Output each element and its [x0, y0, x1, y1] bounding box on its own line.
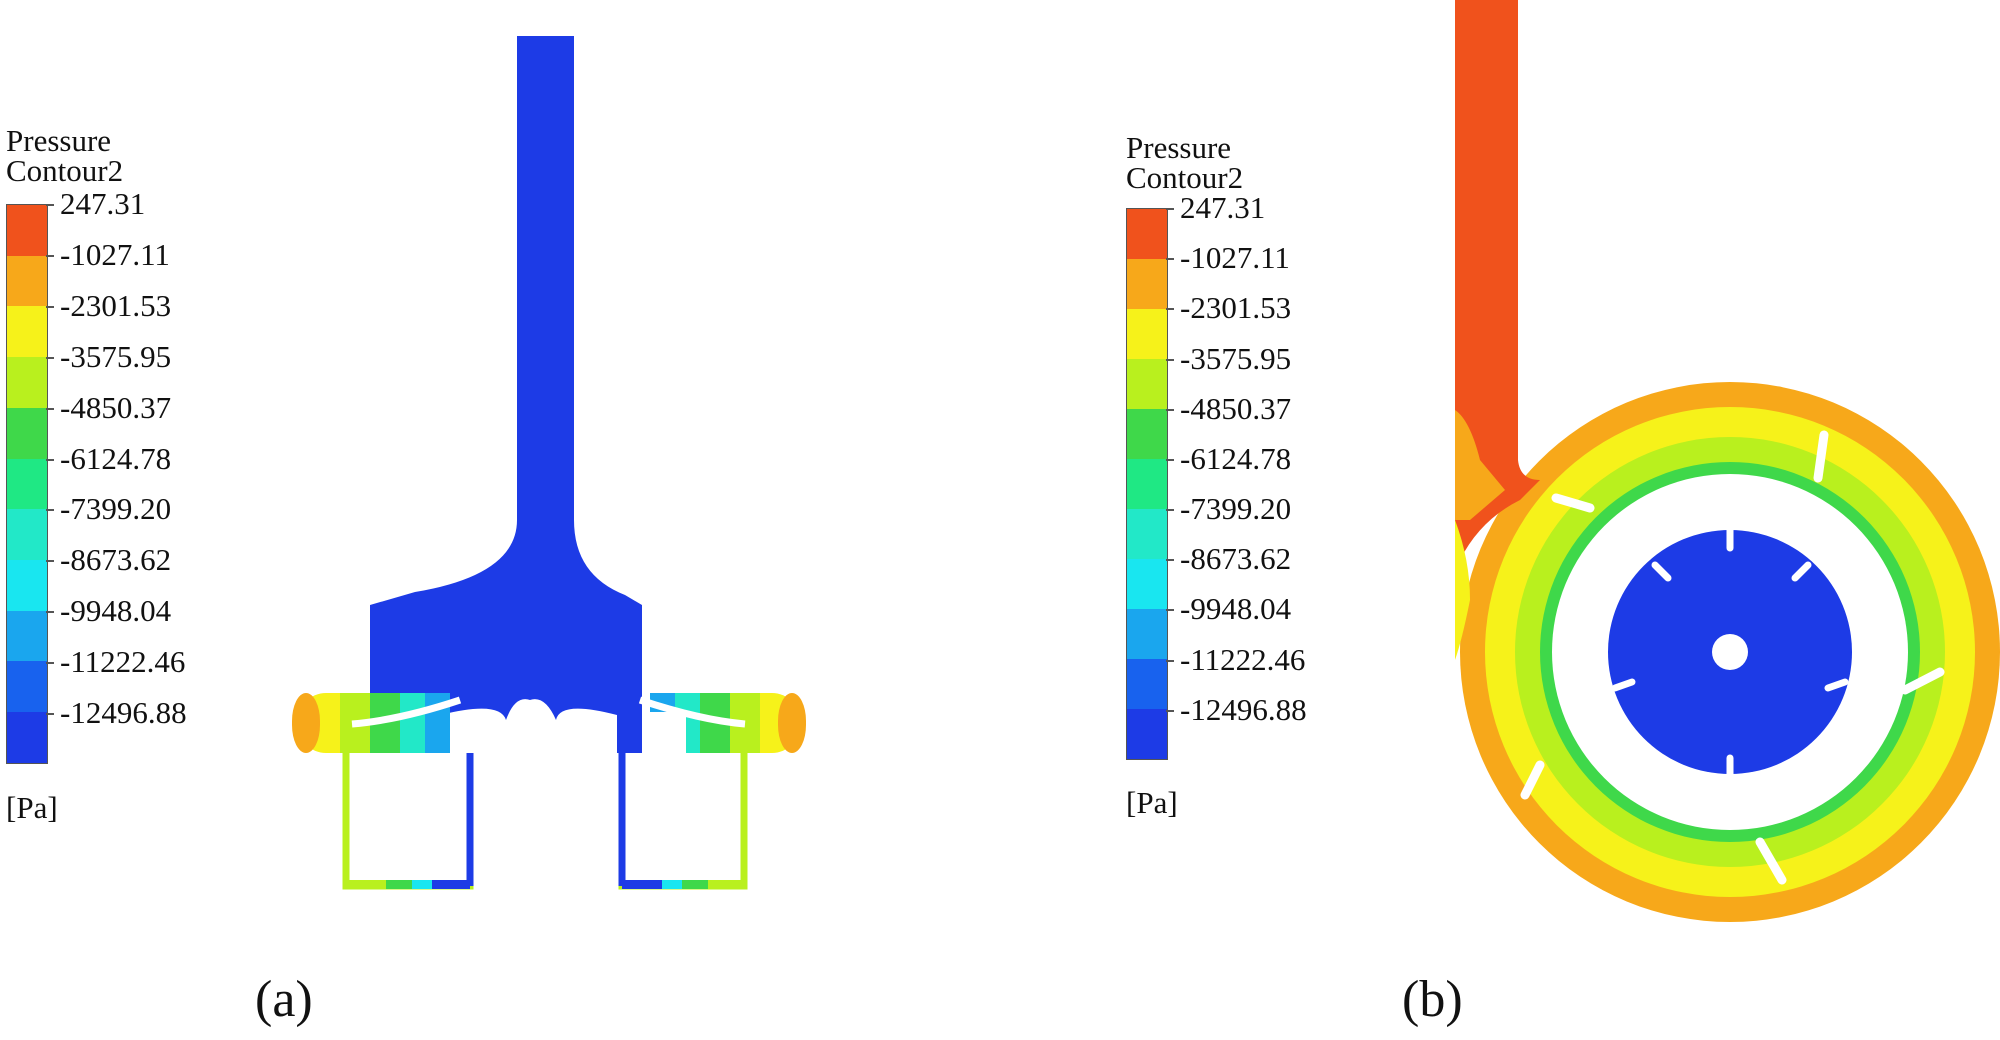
- legend-value-label: -9948.04: [60, 593, 172, 629]
- legend-color-segment: [1127, 659, 1167, 709]
- legend-tick: [46, 305, 54, 308]
- legend-color-segment: [1127, 559, 1167, 609]
- diffuser-vanes: [1520, 430, 1945, 885]
- legend-value-label: 247.31: [60, 186, 146, 221]
- legend-unit: [Pa]: [6, 790, 58, 825]
- legend-color-segment: [7, 712, 47, 763]
- left-impeller-passage: [292, 693, 474, 890]
- tongue-transition: [1455, 410, 1505, 520]
- legend-tick: [1166, 358, 1174, 361]
- legend-value-label: -7399.20: [1180, 491, 1292, 527]
- volute-outlet-region: [1455, 0, 1540, 560]
- legend-color-segment: [7, 255, 47, 307]
- legend-color-segment: [7, 560, 47, 611]
- volute-meridional-contour: [292, 36, 806, 890]
- legend-title-line2: Contour2: [1126, 160, 1244, 195]
- legend-tick: [46, 611, 54, 614]
- panel-b-caption: (b): [1402, 971, 1463, 1028]
- volute-cross-section-contour: [1455, 0, 2000, 922]
- legend-value-label: -6124.78: [1180, 440, 1292, 476]
- legend-color-segment: [1127, 509, 1167, 559]
- legend-value-label: -8673.62: [1180, 541, 1292, 577]
- outlet-channel: [370, 36, 642, 753]
- legend-color-segment: [1127, 609, 1167, 659]
- legend-value-label: -4850.37: [60, 389, 172, 425]
- legend-value-label: -3575.95: [1180, 340, 1292, 376]
- legend-color-segment: [7, 407, 47, 459]
- legend-color-bar: [1126, 208, 1168, 760]
- legend-tick: [46, 356, 54, 359]
- legend-value-label: -3575.95: [60, 338, 172, 374]
- right-impeller-passage: [618, 693, 806, 890]
- panel-a-caption: (a): [255, 971, 313, 1028]
- legend-tick: [1166, 208, 1174, 210]
- legend-color-segment: [1127, 209, 1167, 259]
- legend-title-line1: Pressure: [1126, 130, 1232, 165]
- impeller-blades: [1611, 526, 1849, 779]
- legend-tick: [46, 254, 54, 257]
- legend-tick: [1166, 308, 1174, 311]
- legend-value-label: -7399.20: [60, 491, 172, 527]
- legend-tick: [46, 407, 54, 410]
- legend-tick: [1166, 609, 1174, 612]
- legend-color-segment: [1127, 409, 1167, 459]
- legend-tick: [46, 713, 54, 716]
- legend-color-segment: [1127, 459, 1167, 509]
- legend-unit: [Pa]: [1126, 785, 1178, 820]
- legend-value-label: -12496.88: [1180, 691, 1307, 727]
- legend-value-label: -2301.53: [60, 287, 172, 323]
- legend-value-label: -1027.11: [60, 236, 170, 272]
- legend-color-segment: [1127, 309, 1167, 359]
- legend-title: Pressure Contour2: [6, 123, 124, 188]
- legend-color-segment: [1127, 709, 1167, 759]
- legend-value-label: -6124.78: [60, 440, 172, 476]
- impeller-hub: [1712, 634, 1748, 670]
- legend-color-segment: [7, 509, 47, 561]
- legend-color-segment: [7, 205, 47, 256]
- panel-b: Pressure Contour2 [Pa] 247.31 -1027.11 -23…: [1000, 0, 2000, 1040]
- legend-tick: [46, 204, 54, 206]
- legend-tick: [46, 458, 54, 461]
- legend-tick: [46, 662, 54, 665]
- legend-tick: [1166, 509, 1174, 512]
- legend-value-label: -4850.37: [1180, 390, 1292, 426]
- legend-tick: [1166, 258, 1174, 261]
- panel-a: Pressure Contour2 [Pa] 247.31 -1027.11 -23…: [6, 36, 806, 1028]
- legend-tick: [46, 560, 54, 563]
- legend-color-segment: [7, 458, 47, 510]
- legend-value-label: -2301.53: [1180, 290, 1292, 326]
- legend-tick: [1166, 659, 1174, 662]
- legend-value-label: -12496.88: [60, 695, 187, 731]
- legend-value-label: -8673.62: [60, 542, 172, 578]
- legend-color-segment: [7, 306, 47, 358]
- legend-tick: [1166, 709, 1174, 712]
- legend-title-line1: Pressure: [6, 123, 112, 158]
- legend-tick: [46, 509, 54, 512]
- legend-title-line2: Contour2: [6, 153, 124, 188]
- legend-color-bar: [6, 204, 48, 764]
- legend-title: Pressure Contour2: [1126, 130, 1244, 195]
- legend-tick: [1166, 408, 1174, 411]
- legend-tick: [1166, 458, 1174, 461]
- legend-color-segment: [7, 357, 47, 408]
- legend-color-segment: [7, 610, 47, 662]
- legend-value-label: 247.31: [1180, 190, 1266, 225]
- legend-value-label: -11222.46: [60, 644, 186, 680]
- legend-value-label: -11222.46: [1180, 641, 1306, 677]
- legend-value-label: -1027.11: [1180, 240, 1290, 276]
- legend-value-label: -9948.04: [1180, 591, 1292, 627]
- legend-color-segment: [7, 661, 47, 713]
- legend-color-segment: [1127, 359, 1167, 409]
- legend-tick: [1166, 559, 1174, 562]
- legend-color-segment: [1127, 259, 1167, 309]
